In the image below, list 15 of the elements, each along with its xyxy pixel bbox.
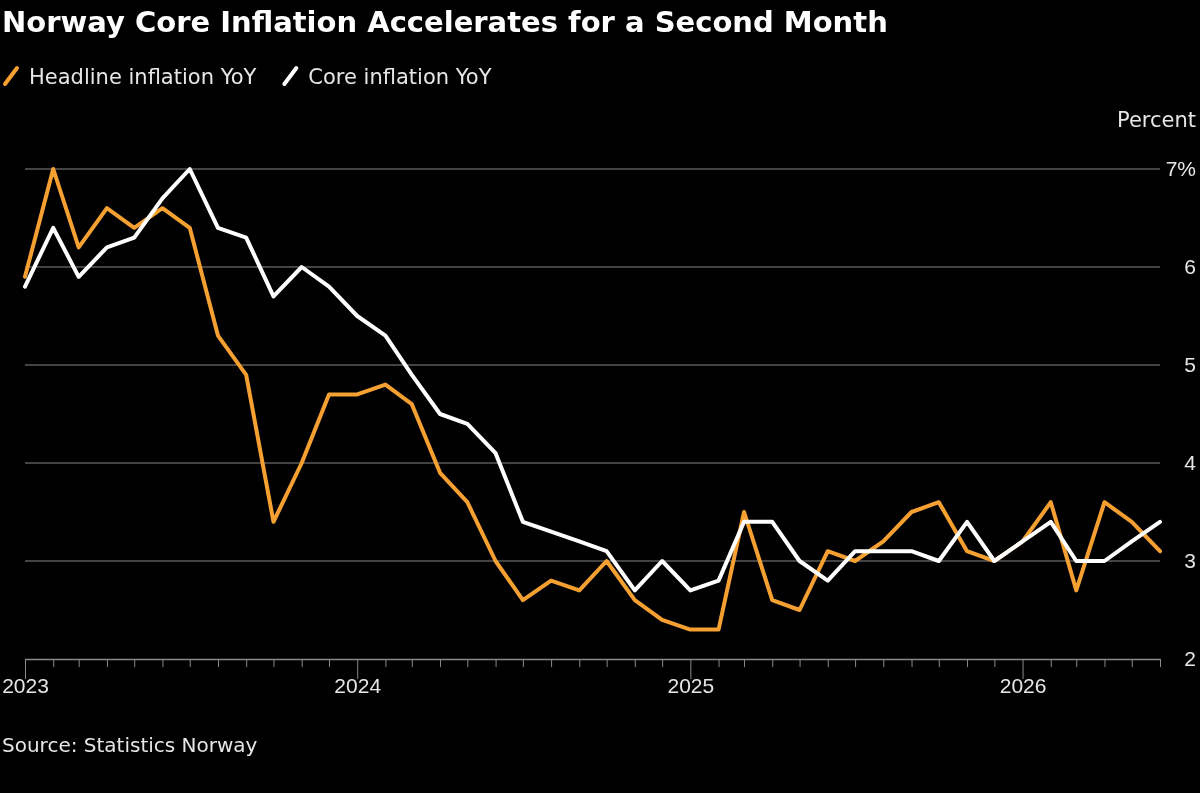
y-tick-label: 5	[1184, 353, 1196, 377]
y-tick-label: 7%	[1165, 157, 1196, 181]
y-tick-label: 3	[1184, 549, 1196, 573]
y-tick-label: 2	[1184, 647, 1196, 671]
x-tick-label: 2023	[2, 674, 49, 698]
source-note: Source: Statistics Norway	[2, 733, 258, 757]
y-tick-label: 6	[1184, 255, 1196, 279]
legend-label: Core inflation YoY	[308, 65, 492, 89]
chart-title: Norway Core Inflation Accelerates for a Second Month	[2, 5, 888, 39]
legend-label: Headline inflation YoY	[29, 65, 257, 89]
x-tick-label: 2025	[667, 674, 715, 698]
x-tick-label: 2026	[999, 674, 1047, 698]
y-axis-title: Percent	[1116, 108, 1196, 132]
x-tick-label: 2024	[334, 674, 382, 698]
y-tick-label: 4	[1184, 451, 1197, 475]
